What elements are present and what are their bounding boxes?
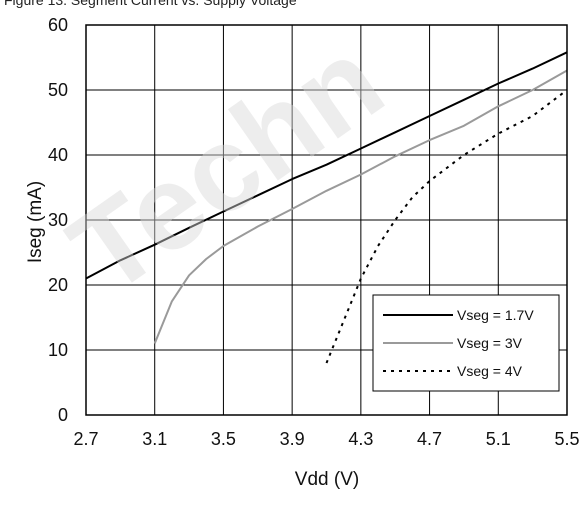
series-lines [85,51,568,364]
y-tick-label: 20 [48,275,68,295]
x-axis-label: Vdd (V) [295,469,359,490]
x-tick-label: 5.5 [554,429,579,449]
y-tick-label: 60 [48,15,68,35]
watermark: Techn [47,13,406,320]
y-tick-label: 40 [48,145,68,165]
legend-label: Vseg = 4V [457,363,523,379]
y-axis-label: Iseg (mA) [25,181,46,263]
series-line [153,69,568,344]
y-tick-label: 50 [48,80,68,100]
series-line [85,51,568,280]
tick-labels: 2.7 3.1 3.5 3.9 4.3 4.7 5.1 5.5 0 10 20 30 40 50 60 [48,15,580,449]
y-tick-label: 10 [48,340,68,360]
x-tick-label: 2.7 [73,429,98,449]
figure-caption: Figure 13. Segment Current vs. Supply Vo… [4,0,297,8]
y-tick-label: 0 [58,405,68,425]
grid-lines [86,25,567,415]
x-tick-label: 3.9 [280,429,305,449]
x-tick-label: 5.1 [486,429,511,449]
x-tick-label: 3.1 [142,429,167,449]
plot-area-border [85,24,568,416]
x-tick-label: 3.5 [211,429,236,449]
x-tick-label: 4.3 [348,429,373,449]
legend-label: Vseg = 3V [457,335,523,351]
x-tick-label: 4.7 [417,429,442,449]
legend-label: Vseg = 1.7V [457,307,534,323]
plot-frame [85,24,568,416]
legend: Vseg = 1.7V Vseg = 3V Vseg = 4V [372,294,560,392]
y-tick-label: 30 [48,210,68,230]
